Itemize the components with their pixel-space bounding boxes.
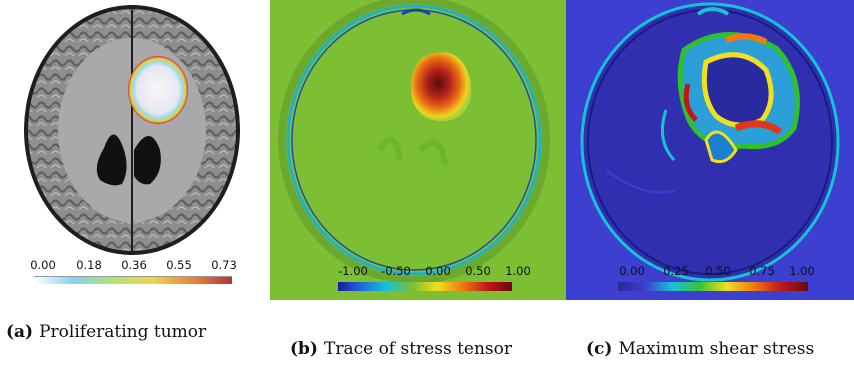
caption-text: Trace of stress tensor <box>323 339 513 359</box>
tick-label: 0.50 <box>465 264 491 278</box>
tick-label: 0.00 <box>619 264 645 278</box>
tick-label: -0.50 <box>381 264 411 278</box>
colorbar-ticks-c: 0.00 0.25 0.50 0.75 1.00 <box>566 264 854 280</box>
caption-text: Proliferating tumor <box>39 322 207 342</box>
panel-c: 0.00 0.25 0.50 0.75 1.00 <box>566 0 854 300</box>
tick-label: 0.75 <box>749 264 775 278</box>
brain-slice-b <box>278 0 550 284</box>
caption-tag: (b) <box>290 339 318 359</box>
panel-b: -1.00 -0.50 0.00 0.50 1.00 <box>270 0 566 300</box>
tick-label: 0.18 <box>76 258 102 272</box>
colorbar-b <box>338 282 512 291</box>
tick-label: 0.73 <box>211 258 237 272</box>
caption-tag: (c) <box>586 339 613 359</box>
tick-label: 1.00 <box>789 264 815 278</box>
tick-label: 0.25 <box>663 264 689 278</box>
tumor-region <box>411 52 472 122</box>
tick-label: -1.00 <box>338 264 368 278</box>
tick-label: 0.55 <box>166 258 192 272</box>
colorbar-ticks-a: 0.00 0.18 0.36 0.55 0.73 <box>10 258 260 274</box>
brain-slice-c <box>580 2 840 282</box>
colorbar-c <box>618 282 808 291</box>
caption-a: (a) Proliferating tumor <box>6 322 206 342</box>
tick-label: 0.00 <box>30 258 56 272</box>
brain-slice-a <box>24 5 240 255</box>
tick-label: 0.00 <box>425 264 451 278</box>
tumor-region <box>128 56 188 124</box>
caption-b: (b) Trace of stress tensor <box>290 339 512 359</box>
caption-tag: (a) <box>6 322 34 342</box>
colorbar-a <box>34 276 232 284</box>
caption-c: (c) Maximum shear stress <box>586 339 814 359</box>
caption-text: Maximum shear stress <box>618 339 815 359</box>
tick-label: 0.50 <box>705 264 731 278</box>
tick-label: 0.36 <box>121 258 147 272</box>
tick-label: 1.00 <box>505 264 531 278</box>
colorbar-ticks-b: -1.00 -0.50 0.00 0.50 1.00 <box>270 264 566 280</box>
panel-a: 0.00 0.18 0.36 0.55 0.73 <box>10 0 260 305</box>
